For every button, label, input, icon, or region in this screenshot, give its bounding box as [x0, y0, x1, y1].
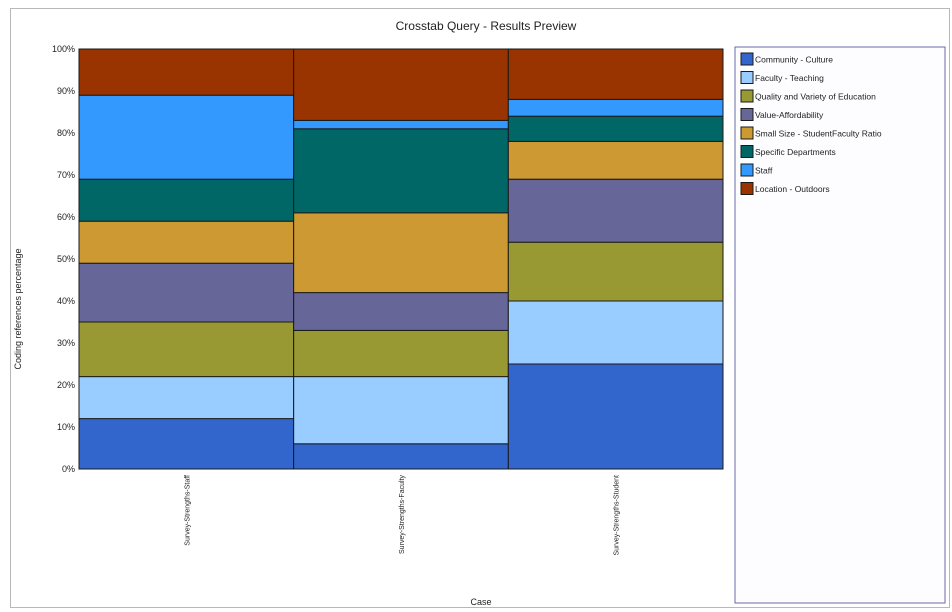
chart-title: Crosstab Query - Results Preview — [396, 19, 577, 33]
legend-label: Quality and Variety of Education — [755, 92, 876, 102]
legend-label: Small Size - StudentFaculty Ratio — [755, 129, 882, 139]
legend-label: Location - Outdoors — [755, 184, 830, 194]
bar-segment — [293, 119, 509, 130]
bar-segment — [293, 48, 509, 121]
bar-segment — [507, 48, 724, 100]
bar-segment — [78, 220, 295, 264]
legend-swatch — [740, 145, 754, 158]
legend: Community - Culture Faculty - Teaching Qua… — [740, 52, 882, 195]
bars-group — [78, 48, 724, 470]
x-axis-categories: Survey-Strengths-Staff Survey-Strengths-F… — [184, 475, 620, 556]
legend-box — [734, 46, 946, 604]
bar-segment — [507, 241, 724, 302]
bar-segment — [78, 48, 295, 96]
bar-segment — [507, 115, 724, 142]
bar-segment — [293, 292, 509, 331]
bar-segment — [78, 94, 295, 180]
bar-segment — [507, 140, 724, 180]
legend-swatch — [740, 52, 754, 66]
y-tick-label: 100% — [52, 44, 75, 54]
y-tick-label: 0% — [62, 464, 75, 474]
legend-label: Value-Affordability — [755, 110, 824, 120]
bar-segment — [78, 262, 295, 323]
bar-segment — [507, 300, 724, 365]
bar-segment — [78, 321, 295, 378]
chart-frame: Crosstab Query - Results Preview 0% 10% 20… — [10, 8, 950, 608]
x-tick-label: Survey-Strengths-Staff — [184, 475, 191, 546]
y-axis-label: Coding references percentage — [13, 248, 23, 369]
bar-segment — [78, 376, 295, 420]
y-tick-label: 50% — [57, 254, 75, 264]
legend-swatch — [740, 163, 754, 177]
y-tick-label: 80% — [57, 128, 75, 138]
y-axis-ticks: 0% 10% 20% 30% 40% 50% 60% 70% 80% 90% 100% — [52, 44, 75, 474]
bar-segment — [78, 178, 295, 222]
legend-label: Faculty - Teaching — [755, 73, 824, 83]
legend-label: Staff — [755, 166, 773, 176]
legend-swatch — [740, 108, 754, 121]
x-tick-label: Survey-Strengths-Faculty — [399, 475, 406, 554]
y-tick-label: 20% — [57, 380, 75, 390]
bar-segment — [293, 376, 509, 445]
bar-segment — [78, 418, 295, 470]
bar-segment — [293, 443, 509, 470]
y-tick-label: 40% — [57, 296, 75, 306]
legend-label: Specific Departments — [755, 147, 836, 157]
y-tick-label: 90% — [57, 86, 75, 96]
x-axis-label: Case — [470, 597, 491, 607]
legend-swatch — [740, 71, 754, 84]
bar-segment — [507, 178, 724, 243]
bar-segment — [507, 98, 724, 117]
bar-segment — [293, 128, 509, 214]
bar-segment — [293, 212, 509, 294]
y-tick-label: 10% — [57, 422, 75, 432]
chart: Crosstab Query - Results Preview 0% 10% 20… — [13, 19, 946, 607]
legend-swatch — [740, 182, 754, 195]
legend-label: Community - Culture — [755, 55, 833, 65]
bar-segment — [293, 329, 509, 378]
legend-swatch — [740, 126, 754, 140]
y-tick-label: 70% — [57, 170, 75, 180]
bar-segment — [507, 363, 724, 470]
y-tick-label: 60% — [57, 212, 75, 222]
legend-swatch — [740, 89, 754, 103]
x-tick-label: Survey-Strengths-Student — [614, 475, 621, 556]
y-tick-label: 30% — [57, 338, 75, 348]
